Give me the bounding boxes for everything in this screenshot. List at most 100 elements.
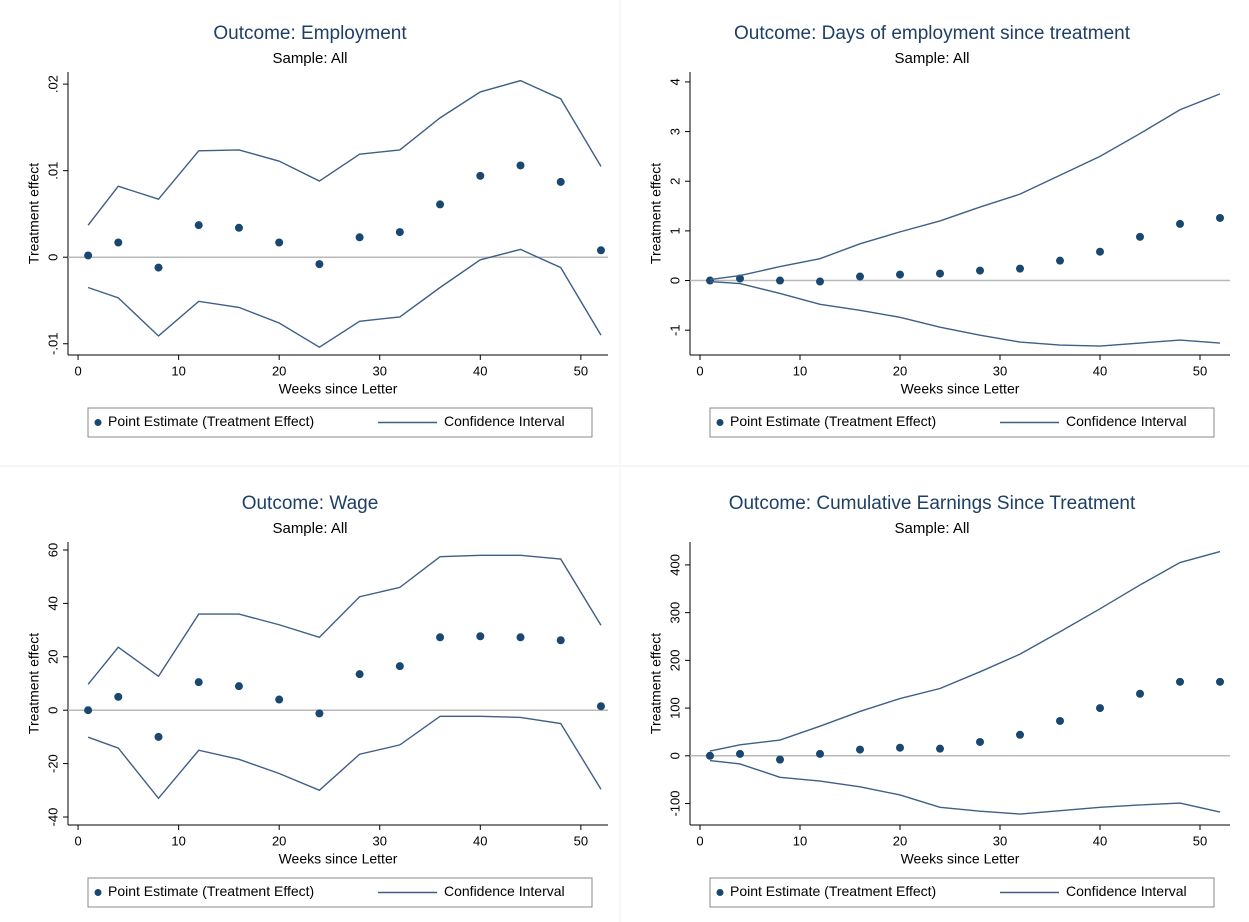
point-estimate	[556, 177, 565, 186]
legend-box	[87, 877, 593, 908]
legend-label: Confidence Interval	[444, 413, 565, 429]
point-estimate	[516, 633, 525, 642]
chart-title: Outcome: Cumulative Earnings Since Treat…	[729, 493, 1136, 514]
legend-marker	[716, 889, 724, 896]
x-tick-label: 30	[372, 363, 386, 378]
x-tick-label: 30	[993, 363, 1007, 378]
x-tick-label: 0	[74, 833, 81, 848]
legend-marker	[94, 419, 102, 426]
y-tick-label: -.01	[45, 333, 60, 355]
point-estimate	[736, 749, 744, 758]
point-estimate	[596, 702, 605, 711]
point-estimate	[776, 755, 784, 764]
y-axis-label: Treatment effect	[648, 633, 664, 734]
point-estimate	[896, 743, 904, 752]
point-estimate	[816, 749, 824, 758]
point-estimate	[856, 272, 864, 281]
ci-upper	[87, 554, 602, 685]
y-tick-label: 300	[667, 602, 682, 624]
point-estimate	[275, 695, 284, 704]
ci-upper	[87, 79, 602, 226]
y-tick-label: 4	[667, 78, 682, 85]
y-tick-label: 0	[667, 277, 682, 284]
point-estimate	[436, 633, 445, 642]
x-tick-label: 0	[696, 833, 703, 848]
y-axis-label: Treatment effect	[26, 163, 42, 264]
x-tick-label: 50	[1193, 833, 1207, 848]
point-estimate	[355, 233, 364, 242]
y-tick-label: .01	[45, 162, 60, 180]
y-axis-label: Treatment effect	[26, 633, 42, 734]
chart-subtitle: Sample: All	[272, 50, 347, 67]
point-estimate	[234, 223, 243, 232]
x-tick-label: 40	[1093, 833, 1107, 848]
point-estimate	[936, 744, 944, 753]
point-estimate	[1176, 219, 1184, 228]
x-tick-label: 10	[793, 363, 807, 378]
x-axis-label: Weeks since Letter	[279, 851, 398, 867]
legend-marker	[94, 889, 102, 896]
x-axis-label: Weeks since Letter	[901, 851, 1020, 867]
x-tick-label: 10	[171, 363, 185, 378]
legend-box	[87, 407, 593, 438]
y-tick-label: 0	[667, 752, 682, 759]
x-tick-label: 40	[473, 363, 487, 378]
point-estimate	[936, 269, 944, 278]
ci-upper	[709, 93, 1221, 281]
point-estimate	[315, 260, 324, 269]
y-tick-label: .02	[45, 75, 60, 93]
y-tick-label: 3	[667, 128, 682, 135]
y-axis-label: Treatment effect	[648, 163, 664, 264]
point-estimate	[154, 263, 163, 272]
point-estimate	[234, 682, 243, 691]
point-estimate	[1016, 264, 1024, 273]
y-tick-label: 2	[667, 178, 682, 185]
point-estimate	[114, 692, 123, 701]
y-tick-label: 60	[45, 543, 60, 557]
x-tick-label: 20	[893, 833, 907, 848]
y-tick-label: -40	[45, 808, 60, 827]
point-estimate	[896, 270, 904, 279]
point-estimate	[856, 745, 864, 754]
point-estimate	[976, 266, 984, 275]
point-estimate	[1096, 704, 1104, 713]
x-tick-label: 0	[696, 363, 703, 378]
point-estimate	[395, 228, 404, 237]
point-estimate	[1056, 256, 1064, 265]
x-tick-label: 20	[272, 363, 286, 378]
point-estimate	[1216, 677, 1224, 686]
ci-lower	[709, 759, 1221, 815]
point-estimate	[114, 238, 123, 247]
point-estimate	[1136, 689, 1144, 698]
legend-box	[709, 877, 1215, 908]
point-estimate	[355, 670, 364, 679]
ci-lower	[87, 715, 602, 800]
x-tick-label: 30	[993, 833, 1007, 848]
legend-box	[709, 407, 1215, 438]
point-estimate	[194, 221, 203, 230]
point-estimate	[736, 274, 744, 283]
chart-subtitle: Sample: All	[894, 50, 969, 67]
x-tick-label: 50	[1193, 363, 1207, 378]
point-estimate	[556, 636, 565, 645]
ci-lower	[87, 248, 602, 349]
x-axis-label: Weeks since Letter	[279, 381, 398, 397]
y-tick-label: 100	[667, 697, 682, 719]
y-tick-label: 200	[667, 650, 682, 672]
point-estimate	[275, 238, 284, 247]
chart-title: Outcome: Wage	[242, 493, 379, 514]
ci-upper	[709, 550, 1221, 752]
point-estimate	[706, 276, 714, 285]
chart-subtitle: Sample: All	[272, 520, 347, 537]
legend-label: Confidence Interval	[444, 883, 565, 899]
point-estimate	[395, 662, 404, 671]
point-estimate	[816, 277, 824, 286]
point-estimate	[154, 732, 163, 741]
y-tick-label: 1	[667, 227, 682, 234]
x-tick-label: 40	[1093, 363, 1107, 378]
legend-label: Point Estimate (Treatment Effect)	[108, 883, 314, 899]
point-estimate	[194, 678, 203, 687]
point-estimate	[1016, 730, 1024, 739]
chart-subtitle: Sample: All	[894, 520, 969, 537]
y-tick-label: 400	[667, 554, 682, 576]
